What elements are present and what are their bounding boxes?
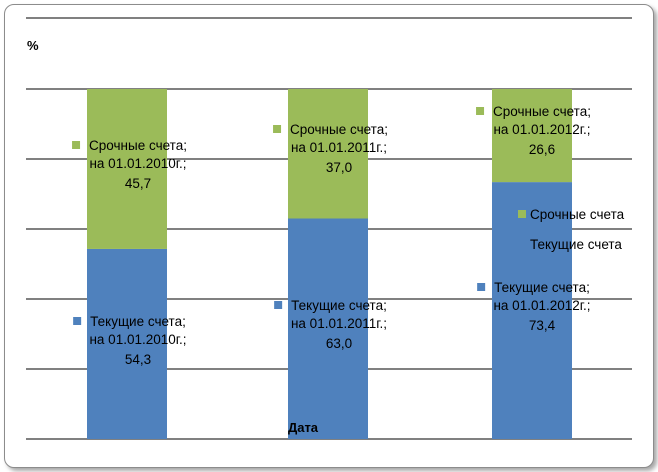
bars — [87, 89, 572, 439]
bar-current-2 — [288, 218, 368, 439]
data-label: Текущие счета; на 01.01.2012г.; 73,4 — [477, 280, 591, 333]
data-label-marker — [476, 107, 485, 115]
data-label: Срочные счета; на 01.01.2010г.; 45,7 — [72, 138, 187, 191]
bar-term-3 — [492, 89, 572, 183]
data-label-category: на 01.01.2011г.; — [291, 316, 387, 331]
data-labels: Текущие счета;на 01.01.2010г.;54,3Текущи… — [72, 104, 591, 367]
data-label-marker — [72, 141, 81, 149]
data-label-series: Срочные счета; — [89, 138, 187, 153]
legend-marker — [518, 210, 526, 218]
data-label-value: 73,4 — [529, 318, 556, 333]
data-label-series: Текущие счета; — [90, 314, 186, 329]
legend-label: Срочные счета — [530, 207, 625, 222]
data-label-marker — [273, 125, 282, 133]
data-label: Срочные счета; на 01.01.2012г.; 26,6 — [476, 104, 591, 157]
data-label-category: на 01.01.2010г.; — [89, 156, 186, 171]
data-label-series: Текущие счета; — [494, 280, 590, 295]
data-label-category: на 01.01.2010г.; — [89, 332, 186, 347]
data-label-value: 63,0 — [326, 336, 352, 351]
legend: Срочные счета Текущие счета — [518, 207, 625, 252]
legend-label: Текущие счета — [530, 237, 622, 252]
data-label: Текущие счета; на 01.01.2011г.; 63,0 — [274, 298, 387, 351]
bar-current-3 — [492, 182, 572, 439]
data-label-series: Текущие счета; — [291, 298, 387, 313]
data-label-value: 26,6 — [529, 142, 555, 157]
data-label-category: на 01.01.2012г.; — [493, 298, 590, 313]
data-label-series: Срочные счета; — [493, 104, 591, 119]
data-label: Текущие счета; на 01.01.2010г.; 54,3 — [73, 314, 187, 367]
y-axis-title: % — [27, 38, 39, 53]
legend-item: Срочные счета — [518, 207, 625, 222]
bar-current-1 — [87, 248, 167, 439]
data-label-value: 54,3 — [125, 352, 151, 367]
data-label-category: на 01.01.2012г.; — [493, 122, 590, 137]
x-axis-title: Дата — [288, 420, 319, 435]
legend-item: Текущие счета — [530, 237, 622, 252]
data-label-series: Срочные счета; — [290, 122, 388, 137]
data-label-marker — [274, 301, 283, 309]
data-label-marker — [477, 283, 486, 291]
bar-term-2 — [288, 89, 368, 219]
data-label: Срочные счета; на 01.01.2011г.; 37,0 — [273, 122, 388, 175]
bar-term-1 — [87, 89, 167, 249]
data-label-value: 37,0 — [326, 160, 352, 175]
data-label-category: на 01.01.2011г.; — [291, 140, 387, 155]
data-label-marker — [73, 317, 82, 325]
data-label-value: 45,7 — [125, 176, 151, 191]
